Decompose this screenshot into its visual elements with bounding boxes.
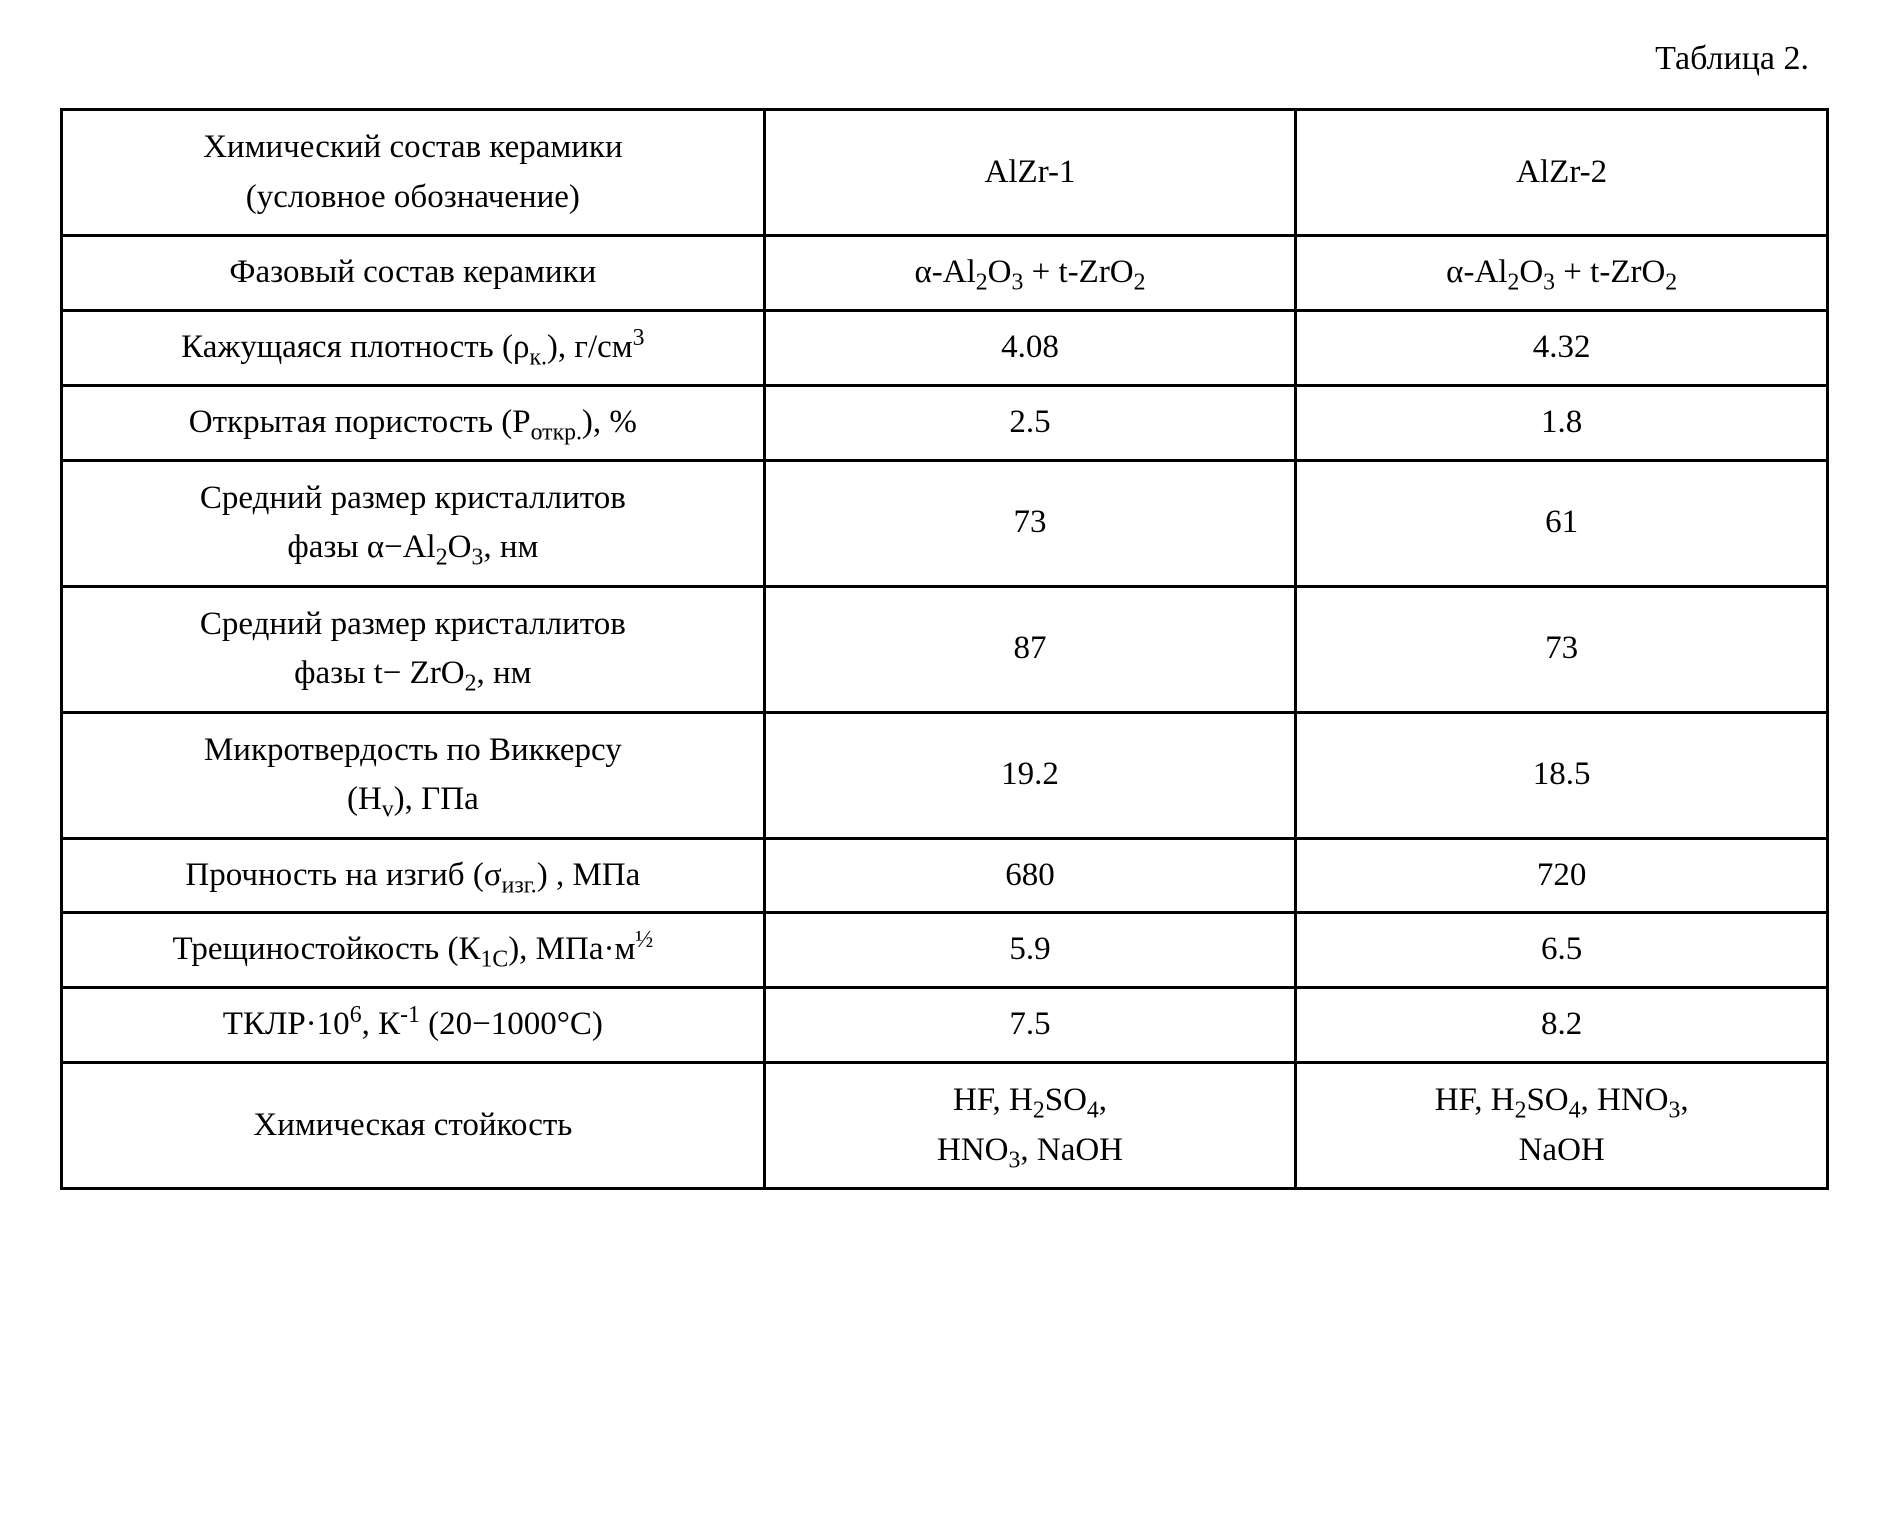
table-row: Фазовый состав керамикиα-Al2O3 + t-ZrO2α… <box>62 236 1828 311</box>
row-value-cell: α-Al2O3 + t-ZrO2 <box>1296 236 1828 311</box>
row-value-cell: AlZr-2 <box>1296 110 1828 236</box>
row-label-cell: Прочность на изгиб (σизг.) , МПа <box>62 838 765 913</box>
row-label-cell: Средний размер кристаллитовфазы α−Al2O3,… <box>62 460 765 586</box>
properties-table: Химический состав керамики(условное обоз… <box>60 108 1829 1190</box>
row-value-cell: 73 <box>1296 586 1828 712</box>
row-label-cell: Трещиностойкость (К1С), МПа·м½ <box>62 913 765 988</box>
table-row: Химический состав керамики(условное обоз… <box>62 110 1828 236</box>
row-value-cell: 6.5 <box>1296 913 1828 988</box>
row-label-cell: Химическая стойкость <box>62 1063 765 1189</box>
table-row: Средний размер кристаллитовфазы t− ZrO2,… <box>62 586 1828 712</box>
row-label-cell: Открытая пористость (Pоткр.), % <box>62 385 765 460</box>
row-label-cell: Средний размер кристаллитовфазы t− ZrO2,… <box>62 586 765 712</box>
row-value-cell: HF, H2SO4,HNO3, NaOH <box>764 1063 1296 1189</box>
table-row: Прочность на изгиб (σизг.) , МПа680720 <box>62 838 1828 913</box>
row-value-cell: 1.8 <box>1296 385 1828 460</box>
row-value-cell: 680 <box>764 838 1296 913</box>
row-value-cell: AlZr-1 <box>764 110 1296 236</box>
table-row: Кажущаяся плотность (ρк.), г/см34.084.32 <box>62 310 1828 385</box>
row-value-cell: 5.9 <box>764 913 1296 988</box>
row-value-cell: 7.5 <box>764 988 1296 1063</box>
row-value-cell: 8.2 <box>1296 988 1828 1063</box>
row-value-cell: 73 <box>764 460 1296 586</box>
table-row: Химическая стойкостьHF, H2SO4,HNO3, NaOH… <box>62 1063 1828 1189</box>
table-row: Средний размер кристаллитовфазы α−Al2O3,… <box>62 460 1828 586</box>
row-value-cell: 4.08 <box>764 310 1296 385</box>
row-value-cell: 19.2 <box>764 712 1296 838</box>
row-value-cell: 720 <box>1296 838 1828 913</box>
row-value-cell: 2.5 <box>764 385 1296 460</box>
row-label-cell: Кажущаяся плотность (ρк.), г/см3 <box>62 310 765 385</box>
row-label-cell: Фазовый состав керамики <box>62 236 765 311</box>
row-value-cell: 18.5 <box>1296 712 1828 838</box>
table-row: Открытая пористость (Pоткр.), %2.51.8 <box>62 385 1828 460</box>
row-label-cell: Химический состав керамики(условное обоз… <box>62 110 765 236</box>
table-row: Трещиностойкость (К1С), МПа·м½5.96.5 <box>62 913 1828 988</box>
table-body: Химический состав керамики(условное обоз… <box>62 110 1828 1189</box>
table-row: Микротвердость по Виккерсу(Hv), ГПа19.21… <box>62 712 1828 838</box>
table-caption: Таблица 2. <box>60 40 1829 78</box>
row-value-cell: 61 <box>1296 460 1828 586</box>
row-value-cell: HF, H2SO4, HNO3,NaOH <box>1296 1063 1828 1189</box>
row-value-cell: α-Al2O3 + t-ZrO2 <box>764 236 1296 311</box>
row-value-cell: 4.32 <box>1296 310 1828 385</box>
row-label-cell: Микротвердость по Виккерсу(Hv), ГПа <box>62 712 765 838</box>
table-row: ТКЛР·106, К-1 (20−1000°С)7.58.2 <box>62 988 1828 1063</box>
row-value-cell: 87 <box>764 586 1296 712</box>
row-label-cell: ТКЛР·106, К-1 (20−1000°С) <box>62 988 765 1063</box>
